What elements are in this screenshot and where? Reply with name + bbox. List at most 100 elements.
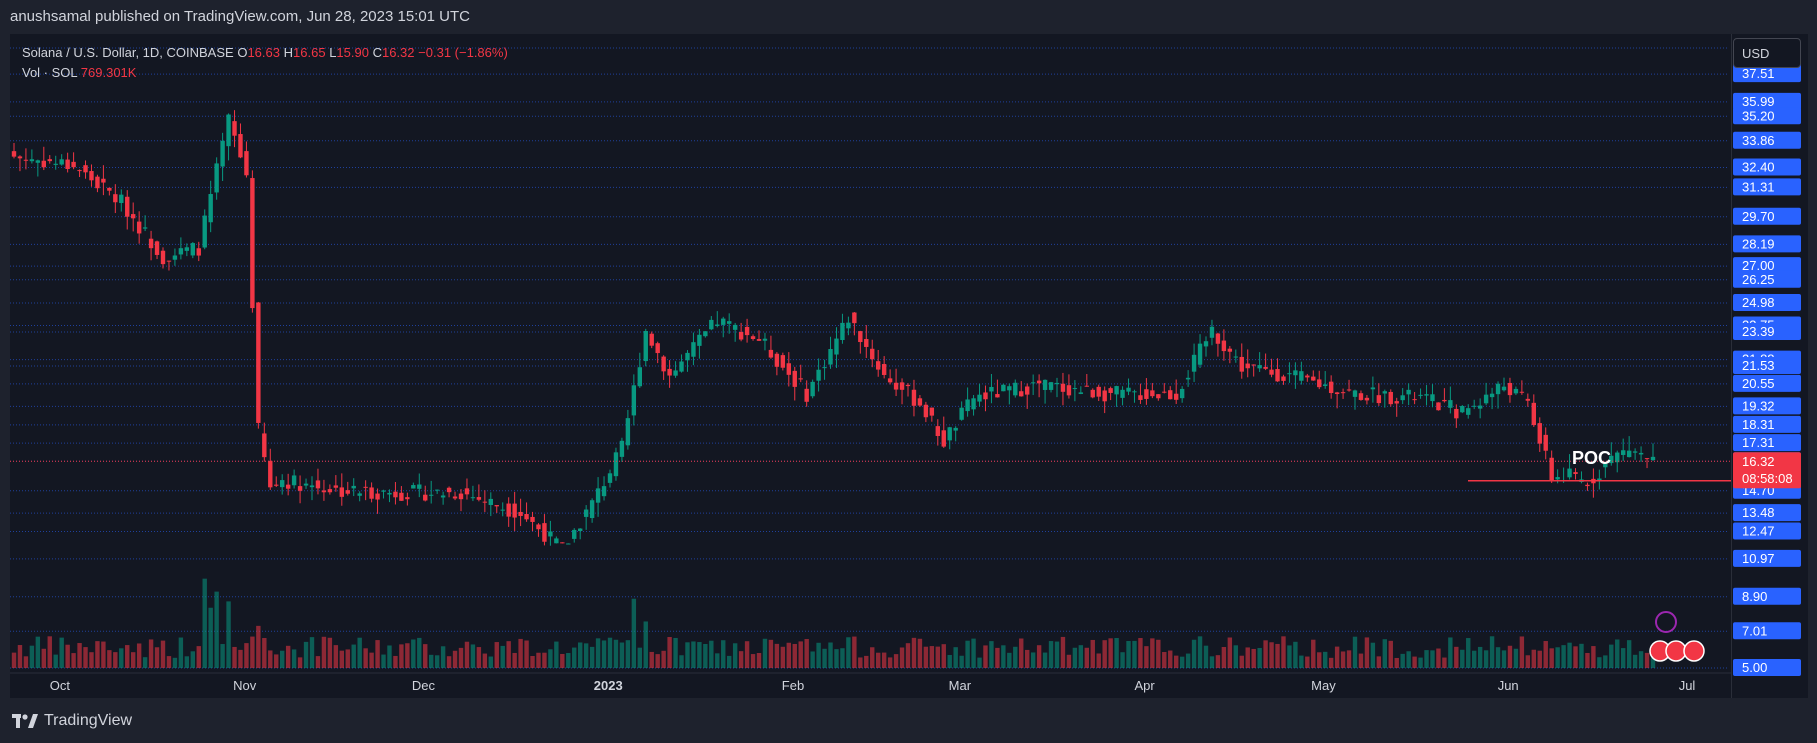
volume-bar: [1400, 653, 1405, 668]
candle-body: [995, 394, 1000, 398]
volume-bar: [1114, 637, 1119, 668]
volume-bar: [1454, 646, 1459, 668]
candle-body: [1376, 395, 1382, 404]
price-tick-label: 7.01: [1742, 623, 1767, 638]
candle-body: [41, 160, 46, 168]
candle-body: [1287, 373, 1292, 375]
candle-body: [583, 509, 589, 517]
price-tick-badge: [1733, 434, 1801, 452]
volume-bar: [53, 654, 58, 668]
volume-bar: [810, 651, 815, 668]
date-tick-label: Mar: [949, 678, 972, 693]
candle-body: [327, 489, 333, 493]
volume-bar: [601, 640, 607, 668]
volume-bar: [411, 639, 416, 668]
price-tick-badge: [1733, 131, 1801, 149]
candle-body: [142, 227, 148, 229]
volume-bar: [1132, 640, 1137, 668]
volume-bar: [142, 657, 148, 668]
candle-body: [542, 523, 547, 542]
candle-body: [1132, 391, 1137, 393]
candle-body: [1501, 386, 1507, 391]
volume-bar: [77, 643, 82, 668]
volume-bar: [917, 638, 923, 668]
volume-bar: [131, 652, 136, 668]
candle-body: [440, 495, 446, 498]
volume-bar: [989, 641, 994, 668]
candle-body: [506, 503, 511, 517]
volume-bar: [536, 652, 541, 668]
volume-bar: [1066, 654, 1072, 668]
volume-bar: [959, 655, 964, 668]
volume-bar: [1042, 652, 1048, 668]
volume-bar: [893, 654, 899, 668]
volume-bar: [482, 653, 488, 668]
candle-body: [476, 497, 482, 500]
candle-body: [941, 430, 946, 447]
volume-bar: [1263, 640, 1268, 668]
volume-bar: [250, 636, 255, 668]
volume-bar: [11, 652, 17, 668]
candle-body: [1597, 478, 1602, 481]
price-tick-label: 17.31: [1742, 435, 1775, 450]
close-label: C: [372, 45, 382, 60]
candle-body: [798, 378, 803, 380]
volume-bar: [1203, 645, 1209, 668]
price-tick-label: 12.47: [1742, 524, 1775, 539]
volume-bar: [1328, 657, 1334, 668]
candle-body: [131, 214, 136, 219]
candle-body: [750, 336, 756, 340]
volume-bar: [977, 657, 982, 668]
tradingview-logo[interactable]: TradingView: [12, 712, 132, 730]
volume-bar: [762, 638, 768, 668]
volume-bar: [154, 647, 160, 668]
date-tick-label: May: [1311, 678, 1336, 693]
candle-body: [1162, 391, 1167, 393]
footer-bar: TradingView: [0, 698, 1817, 743]
volume-bar: [709, 640, 714, 668]
volume-bar: [607, 637, 613, 668]
volume-bar: [560, 653, 565, 668]
candle-body: [935, 426, 940, 436]
candle-body: [1406, 389, 1411, 395]
volume-bar: [715, 653, 720, 668]
volume-bar: [1156, 639, 1161, 668]
candle-body: [756, 339, 762, 341]
volume-bar: [1483, 650, 1489, 668]
candle-body: [1615, 452, 1620, 463]
low-label: L: [329, 45, 337, 60]
volume-bar: [578, 642, 583, 668]
candle-body: [1001, 384, 1006, 392]
chart-legend: Solana / U.S. Dollar, 1D, COINBASE O16.6…: [22, 43, 508, 83]
volume-bar: [136, 643, 142, 668]
candle-body: [947, 427, 952, 441]
volume-bar: [1621, 648, 1626, 668]
candle-body: [244, 151, 249, 176]
volume-bar: [1239, 655, 1244, 668]
candle-body: [464, 488, 470, 495]
volume-bar: [899, 647, 905, 668]
candle-body: [1168, 390, 1173, 400]
candle-body: [274, 484, 279, 486]
currency-selector[interactable]: USD: [1733, 38, 1801, 68]
volume-bar: [297, 657, 303, 668]
volume-bar: [673, 637, 678, 668]
candle-body: [1466, 408, 1471, 415]
candle-body: [339, 487, 344, 497]
economic-event-icon: [1683, 640, 1705, 662]
candle-body: [1019, 391, 1024, 397]
candle-body: [35, 160, 41, 163]
candle-body: [375, 493, 380, 500]
candle-body: [1072, 388, 1078, 390]
candle-body: [1460, 405, 1465, 413]
date-tick-label: Dec: [412, 678, 436, 693]
candle-body: [560, 542, 565, 544]
candle-body: [280, 480, 285, 488]
candle-body: [1215, 333, 1221, 344]
price-tick-label: 27.00: [1742, 258, 1775, 273]
candle-body: [309, 485, 315, 488]
volume-bar: [774, 643, 780, 668]
candle-body: [727, 321, 732, 324]
volume-bar: [911, 637, 917, 668]
